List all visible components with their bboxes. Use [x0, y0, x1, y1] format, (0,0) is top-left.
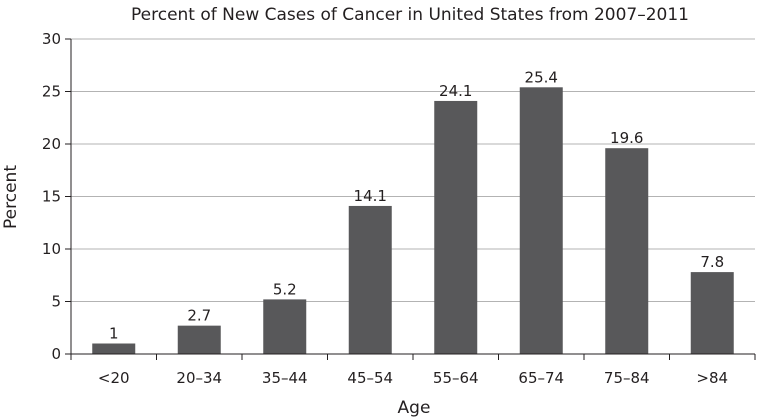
- y-tick-label: 10: [42, 240, 61, 258]
- x-tick-label: 65–74: [518, 369, 564, 387]
- y-axis-label: Percent: [1, 165, 21, 229]
- bars: [92, 87, 734, 355]
- data-label: 7.8: [700, 253, 724, 271]
- y-tick-label: 15: [42, 188, 61, 206]
- data-labels: 1 2.7 5.2 14.1 24.1 25.4 19.6 7.8: [109, 68, 724, 342]
- data-label: 24.1: [439, 82, 472, 100]
- data-label: 5.2: [273, 280, 297, 298]
- x-tick-label: 45–54: [347, 369, 393, 387]
- data-label: 14.1: [354, 187, 387, 205]
- bar: [690, 272, 734, 354]
- y-tick-label: 0: [51, 345, 61, 363]
- y-tick-label: 30: [42, 30, 61, 48]
- x-tick-label: 20–34: [176, 369, 222, 387]
- y-tick-label: 5: [51, 293, 61, 311]
- bar: [348, 205, 392, 354]
- x-tick-label: <20: [98, 369, 130, 387]
- bar: [434, 100, 478, 354]
- axes: 0 5 10 15 20 25 30 <20 20–34 35–44 45–54 55–64 65–74…: [42, 30, 756, 387]
- x-tick-label: >84: [696, 369, 728, 387]
- x-tick-label: 35–44: [262, 369, 308, 387]
- y-tick-label: 20: [42, 135, 61, 153]
- y-tick-label: 25: [42, 83, 61, 101]
- x-axis-label: Age: [398, 398, 431, 418]
- data-label: 25.4: [525, 68, 558, 86]
- bar: [92, 343, 136, 354]
- x-tick-label: 55–64: [433, 369, 479, 387]
- gridlines: [71, 38, 755, 302]
- bar: [177, 325, 221, 354]
- chart-title: Percent of New Cases of Cancer in United…: [131, 5, 689, 25]
- data-label: 19.6: [610, 129, 643, 147]
- data-label: 2.7: [187, 307, 211, 325]
- bar: [263, 299, 307, 354]
- x-tick-label: 75–84: [604, 369, 650, 387]
- bar: [519, 87, 563, 355]
- bar: [605, 148, 649, 354]
- data-label: 1: [109, 325, 119, 343]
